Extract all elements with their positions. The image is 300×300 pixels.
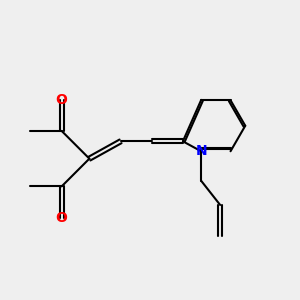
Text: N: N bbox=[195, 144, 207, 158]
Text: O: O bbox=[56, 211, 68, 224]
Text: O: O bbox=[56, 93, 68, 107]
